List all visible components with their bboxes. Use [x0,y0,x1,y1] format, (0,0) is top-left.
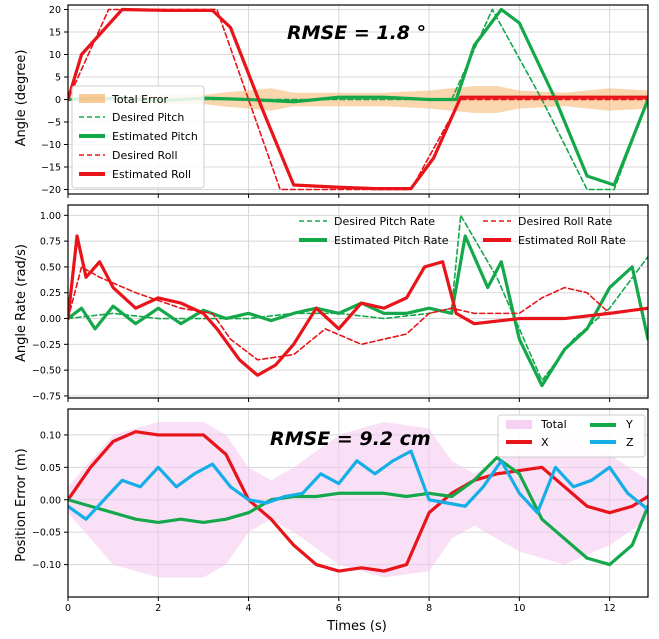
legend-angle-rate: Desired Pitch Rate Estimated Pitch Rate … [299,215,626,247]
rmse-annotation-position: RMSE = 9.2 cm [270,428,431,450]
y-tick-label: 10 [49,50,61,61]
y-tick-label: −20 [41,185,61,196]
x-tick-label: 8 [426,603,432,614]
y-tick-label: 0.00 [40,495,61,506]
y-tick-label: −15 [41,163,61,174]
y-tick-label: 1.00 [40,211,61,222]
series-position-error-z [68,449,648,521]
y-tick-label: −0.05 [32,528,61,539]
x-tick-label: 4 [246,603,252,614]
legend-angle: Total Error Desired Pitch Estimated Pitc… [71,85,205,189]
x-axis-label: Times (s) [326,619,387,634]
panel-position-error: 0.10 0.05 0.00 −0.05 −0.10 0 2 4 6 8 10 12 [32,408,649,614]
y-tick-label: −0.25 [32,340,61,351]
legend-label-desired-pitch: Desired Pitch [112,111,184,124]
y-tick-label: −0.50 [32,366,61,377]
legend-label-estimated-pitch-rate: Estimated Pitch Rate [334,234,449,247]
x-tick-label: 6 [336,603,342,614]
series-position-error-y [68,456,648,567]
y-tick-label: 5 [55,73,61,84]
series-position-error-x [68,430,648,573]
legend-label-y: Y [625,418,633,431]
y-tick-label: 0.00 [40,314,61,325]
y-tick-label: 0.05 [40,463,61,474]
x-tick-label: 12 [604,603,616,614]
legend-label-estimated-roll: Estimated Roll [112,168,191,181]
legend-label-total: Total [540,418,567,431]
y-tick-label: 15 [49,28,61,39]
series-angle-rate-desired-roll-rate [68,266,648,361]
legend-label-x: X [541,436,549,449]
y-axis-label-angle-rate: Angle Rate (rad/s) [14,244,29,362]
legend-label-total-error: Total Error [111,93,168,106]
y-tick-label: 0 [55,95,61,106]
legend-swatch-total [506,420,532,429]
y-tick-label: 0.50 [40,262,61,273]
series-angle-rate-estimated-pitch-rate [68,234,648,388]
legend-label-z: Z [626,436,634,449]
y-tick-label: 0.10 [40,430,61,441]
legend-position-error: Total X Y Z [497,414,646,458]
y-axis-label-position-error: Position Error (m) [14,448,29,561]
legend-label-desired-roll: Desired Roll [112,149,178,162]
y-tick-label: 0.25 [40,288,61,299]
legend-label-desired-pitch-rate: Desired Pitch Rate [334,215,435,228]
axes-frame [67,408,649,598]
y-axis-label-angle: Angle (degree) [14,50,29,147]
legend-swatch-total-error [79,94,105,103]
legend-label-estimated-roll-rate: Estimated Roll Rate [518,234,626,247]
series-angle-rate-estimated-roll-rate [68,234,648,377]
rmse-annotation-angle: RMSE = 1.8 ° [287,22,426,44]
legend-label-desired-roll-rate: Desired Roll Rate [518,215,612,228]
y-tick-label: 0.75 [40,237,61,248]
x-tick-label: 10 [513,603,525,614]
y-tick-label: −5 [47,118,61,129]
axes-frame [67,204,649,399]
x-tick-label: 2 [155,603,161,614]
y-tick-label: −0.10 [32,560,61,571]
panel-angle-rate: 1.00 0.75 0.50 0.25 0.00 −0.25 −0.50 −0.75 [32,204,649,402]
x-tick-label: 0 [65,603,71,614]
y-tick-label: 20 [49,5,61,16]
legend-label-estimated-pitch: Estimated Pitch [112,130,198,143]
y-tick-label: −10 [41,140,61,151]
series-angle-estimated-roll [68,7,648,191]
y-tick-label: −0.75 [32,391,61,402]
